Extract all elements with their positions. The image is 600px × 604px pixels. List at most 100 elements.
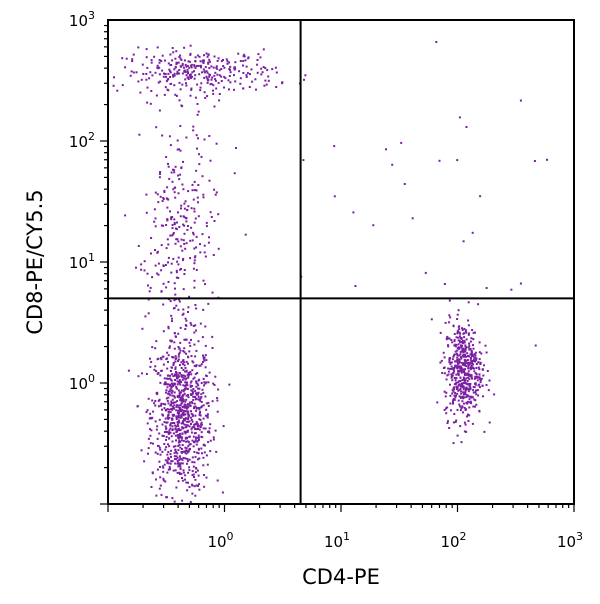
- event-dot: [204, 366, 207, 369]
- event-dot: [488, 421, 491, 424]
- event-dot: [190, 66, 193, 69]
- event-dot: [193, 207, 196, 210]
- event-dot: [184, 63, 187, 66]
- event-dot: [546, 158, 548, 161]
- event-dot: [171, 394, 174, 397]
- event-dot: [143, 460, 146, 463]
- event-dot: [481, 368, 484, 371]
- event-dot: [185, 82, 187, 85]
- event-dot: [180, 408, 183, 411]
- event-dot: [186, 440, 189, 443]
- event-dot: [248, 86, 251, 88]
- event-dot: [169, 300, 172, 303]
- event-dot: [173, 223, 176, 226]
- event-dot: [179, 468, 182, 470]
- event-dot: [228, 61, 231, 64]
- event-dot: [137, 46, 140, 49]
- event-dot: [222, 65, 225, 67]
- event-dot: [174, 401, 177, 404]
- event-dot: [183, 418, 186, 421]
- event-dot: [167, 396, 170, 399]
- event-dot: [467, 346, 470, 349]
- event-dot: [466, 361, 469, 364]
- event-dot: [168, 345, 171, 348]
- event-dot: [464, 329, 467, 332]
- event-dot: [180, 389, 183, 392]
- event-dot: [202, 391, 205, 394]
- event-dot: [164, 86, 167, 89]
- event-dot: [193, 180, 196, 183]
- event-dot: [207, 430, 209, 433]
- event-dot: [188, 414, 190, 417]
- event-dot: [181, 183, 184, 186]
- event-dot: [242, 72, 245, 74]
- event-dot: [480, 352, 483, 355]
- event-dot: [178, 443, 181, 446]
- event-dot: [210, 78, 213, 81]
- event-dot: [173, 395, 176, 398]
- event-dot: [167, 468, 170, 471]
- event-dot: [201, 336, 204, 339]
- event-dot: [163, 377, 166, 380]
- event-dot: [222, 425, 225, 428]
- event-dot: [192, 129, 195, 132]
- event-dot: [200, 431, 203, 434]
- event-dot: [302, 159, 305, 162]
- event-dot: [182, 188, 185, 191]
- event-dot: [189, 384, 192, 387]
- event-dot: [459, 425, 462, 428]
- event-dot: [472, 338, 475, 341]
- event-dot: [185, 424, 188, 427]
- event-dot: [203, 76, 206, 79]
- event-dot: [188, 401, 191, 404]
- event-dot: [469, 340, 472, 343]
- event-dot: [261, 71, 264, 74]
- event-dot: [223, 66, 226, 69]
- event-dot: [478, 409, 481, 412]
- event-dot: [182, 439, 185, 442]
- event-dot: [469, 400, 472, 403]
- event-dot: [165, 197, 168, 200]
- event-dot: [245, 76, 248, 78]
- event-dot: [174, 469, 177, 472]
- event-dot: [153, 402, 156, 405]
- event-dot: [193, 451, 196, 453]
- event-dot: [215, 191, 218, 194]
- event-dot: [459, 353, 462, 356]
- event-dot: [180, 448, 183, 450]
- event-dot: [137, 245, 140, 247]
- event-dot: [164, 264, 167, 266]
- event-dot: [217, 57, 220, 60]
- event-dot: [184, 370, 187, 373]
- event-dot: [169, 234, 172, 237]
- event-dot: [175, 405, 178, 408]
- event-dot: [195, 422, 198, 425]
- event-dot: [443, 390, 446, 393]
- event-dot: [195, 407, 198, 410]
- event-dot: [197, 184, 200, 186]
- event-dot: [193, 70, 195, 73]
- event-dot: [150, 486, 153, 488]
- event-dot: [179, 429, 182, 432]
- event-dot: [143, 260, 146, 263]
- event-dot: [194, 414, 197, 417]
- event-dot: [136, 405, 139, 408]
- event-dot: [182, 160, 184, 163]
- event-dot: [185, 136, 188, 139]
- event-dot: [483, 364, 485, 367]
- event-dot: [182, 359, 185, 361]
- event-dot: [159, 453, 162, 456]
- event-dot: [281, 82, 284, 85]
- event-dot: [205, 402, 208, 405]
- event-dot: [166, 206, 169, 209]
- event-dot: [186, 420, 189, 423]
- event-dot: [162, 197, 165, 199]
- event-dot: [179, 391, 182, 394]
- event-dot: [196, 103, 199, 105]
- event-dot: [188, 403, 191, 406]
- event-dot: [170, 218, 173, 221]
- event-dot: [484, 344, 487, 347]
- event-dot: [145, 193, 148, 196]
- event-dot: [449, 362, 452, 365]
- event-dot: [452, 421, 455, 424]
